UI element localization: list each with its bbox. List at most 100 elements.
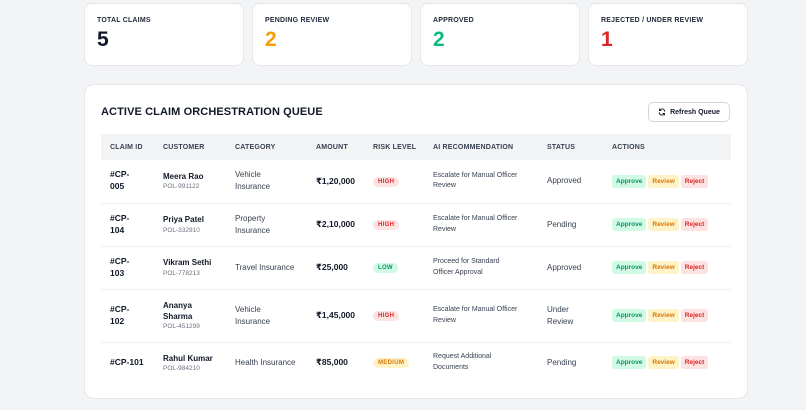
header-claim-id: CLAIM ID (110, 143, 143, 151)
approve-button[interactable]: Approve (612, 356, 647, 370)
refresh-queue-button[interactable]: Refresh Queue (648, 102, 730, 122)
table-row: #CP- 005 Meera Rao POL-991122 Vehicle Insur… (101, 160, 731, 203)
reject-button[interactable]: Reject (680, 356, 709, 370)
amount-cell: ₹2,10,000 (307, 203, 364, 246)
stat-card-rejected: REJECTED / UNDER REVIEW 1 (588, 3, 748, 66)
stat-card-approved: APPROVED 2 (420, 3, 580, 66)
category-line2: Insurance (235, 182, 271, 192)
customer-name: Meera Rao (163, 172, 204, 182)
status: Under (547, 304, 569, 314)
approve-button[interactable]: Approve (612, 218, 647, 231)
actions-cell: Approve Review Reject (603, 289, 731, 342)
ai-recommendation-line2: Review (433, 182, 456, 190)
reject-button[interactable]: Reject (680, 174, 709, 188)
table-row: #CP- 103 Vikram Sethi POL-778213 Travel In… (101, 246, 731, 289)
amount: ₹25,000 (316, 262, 348, 272)
customer-cell: Rahul Kumar POL-984210 (154, 342, 226, 383)
risk-cell: HIGH (364, 289, 424, 342)
risk-badge: MEDIUM (373, 358, 410, 369)
customer-cell: Meera Rao POL-991122 (154, 160, 226, 203)
review-button[interactable]: Review (648, 218, 679, 231)
stat-value: 1 (601, 28, 613, 51)
review-button[interactable]: Review (648, 309, 679, 322)
status-cell: Under Review (538, 289, 603, 342)
actions-cell: Approve Review Reject (603, 246, 731, 289)
customer-name: Rahul Kumar (163, 353, 213, 363)
status-cell: Pending (538, 342, 603, 383)
amount-cell: ₹1,20,000 (307, 160, 364, 203)
category: Vehicle (235, 304, 261, 314)
reject-button[interactable]: Reject (680, 261, 709, 274)
category: Health Insurance (235, 357, 296, 367)
claim-id-suffix: 005 (110, 181, 125, 192)
stat-card-total-claims: TOTAL CLAIMS 5 (84, 3, 244, 66)
ai-recommendation: Proceed for Standard (433, 258, 500, 265)
category: Vehicle (235, 170, 261, 180)
stat-label: REJECTED / UNDER REVIEW (601, 17, 704, 24)
amount: ₹1,45,000 (316, 310, 356, 320)
claim-id: #CP- (110, 169, 130, 180)
stat-value: 2 (265, 28, 277, 51)
actions-cell: Approve Review Reject (603, 160, 731, 203)
actions-cell: Approve Review Reject (603, 203, 731, 246)
table-row: #CP- 104 Priya Patel POL-332910 Property In… (101, 203, 731, 246)
amount-cell: ₹1,45,000 (307, 289, 364, 342)
review-button[interactable]: Review (648, 356, 679, 370)
ai-recommendation: Escalate for Manual Officer (433, 215, 518, 222)
customer-name: Priya Patel (163, 215, 204, 225)
approve-button[interactable]: Approve (612, 174, 647, 188)
category-cell: Health Insurance (226, 342, 307, 383)
policy-number: POL-991122 (163, 183, 200, 191)
recommendation-cell: Escalate for Manual Officer Review (424, 203, 538, 246)
claim-id: #CP- (110, 212, 130, 223)
status: Pending (547, 219, 577, 229)
table-row: #CP- 102 Ananya Sharma POL-451299 Vehicle In… (101, 289, 731, 342)
stat-value: 5 (97, 28, 109, 51)
claim-id: #CP- (110, 255, 130, 266)
reject-button[interactable]: Reject (680, 218, 709, 231)
ai-recommendation-line2: Documents (433, 363, 469, 371)
recommendation-cell: Proceed for Standard Officer Approval (424, 246, 538, 289)
approve-button[interactable]: Approve (612, 261, 647, 274)
refresh-icon (658, 108, 666, 116)
policy-number: POL-984210 (163, 364, 200, 372)
claim-id-cell: #CP- 104 (101, 203, 154, 246)
claim-id-suffix: 104 (110, 224, 125, 235)
claim-id-suffix: 102 (110, 315, 125, 326)
stat-card-pending-review: PENDING REVIEW 2 (252, 3, 412, 66)
ai-recommendation-line2: Review (433, 225, 456, 233)
customer-name: Ananya (163, 301, 192, 311)
amount-cell: ₹25,000 (307, 246, 364, 289)
risk-badge: LOW (373, 263, 398, 273)
policy-number: POL-778213 (163, 269, 200, 277)
refresh-queue-label: Refresh Queue (670, 108, 720, 116)
header-ai-recommendation: AI RECOMMENDATION (433, 143, 514, 151)
stat-value: 2 (433, 28, 445, 51)
category-cell: Property Insurance (226, 203, 307, 246)
customer-cell: Priya Patel POL-332910 (154, 203, 226, 246)
recommendation-cell: Escalate for Manual Officer Review (424, 289, 538, 342)
header-amount: AMOUNT (316, 143, 348, 151)
review-button[interactable]: Review (648, 261, 679, 274)
customer-cell: Vikram Sethi POL-778213 (154, 246, 226, 289)
customer-name: Vikram Sethi (163, 258, 212, 268)
risk-badge: HIGH (373, 220, 400, 230)
stats-row: TOTAL CLAIMS 5 PENDING REVIEW 2 APPROVED… (84, 3, 748, 66)
header-customer: CUSTOMER (163, 143, 205, 151)
risk-badge: HIGH (373, 311, 400, 321)
category-cell: Vehicle Insurance (226, 289, 307, 342)
review-button[interactable]: Review (648, 174, 679, 188)
status-cell: Pending (538, 203, 603, 246)
status: Approved (547, 262, 582, 272)
status-cell: Approved (538, 246, 603, 289)
amount: ₹2,10,000 (316, 219, 356, 229)
category-line2: Insurance (235, 316, 271, 326)
status-line2: Review (547, 316, 574, 326)
claim-id-cell: #CP- 102 (101, 289, 154, 342)
stat-label: PENDING REVIEW (265, 17, 330, 24)
risk-cell: HIGH (364, 160, 424, 203)
reject-button[interactable]: Reject (680, 309, 709, 322)
stat-label: APPROVED (433, 17, 474, 24)
approve-button[interactable]: Approve (612, 309, 647, 322)
category-cell: Travel Insurance (226, 246, 307, 289)
